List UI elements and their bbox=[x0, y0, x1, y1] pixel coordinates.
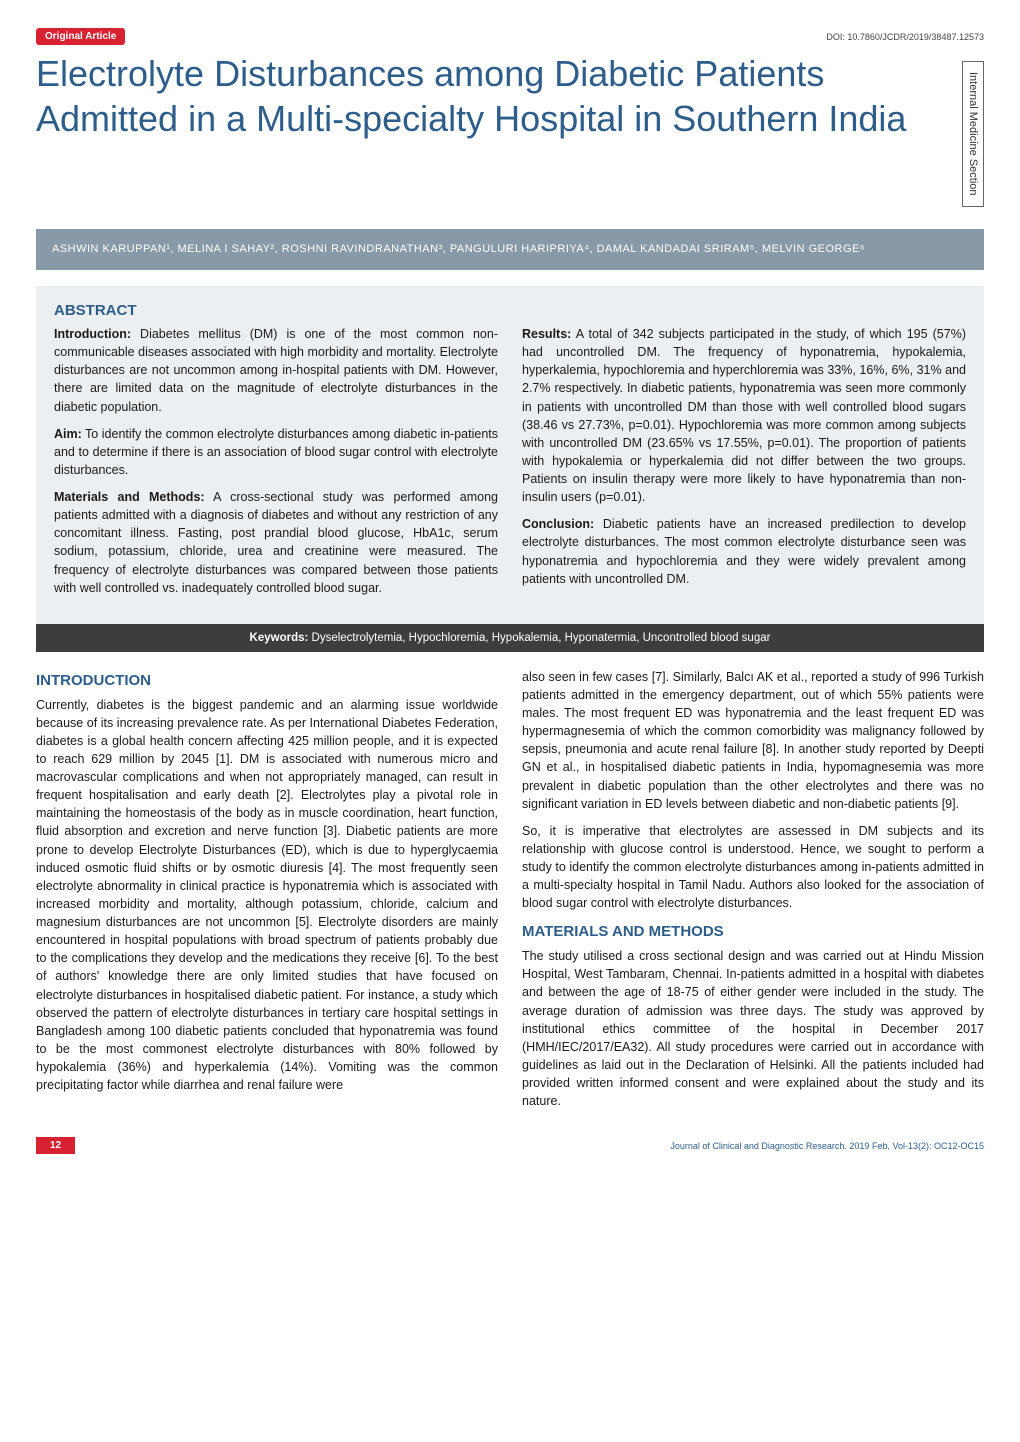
page-title: Electrolyte Disturbances among Diabetic … bbox=[36, 51, 944, 141]
title-row: Electrolyte Disturbances among Diabetic … bbox=[36, 51, 984, 207]
keywords-label: Keywords: bbox=[250, 632, 309, 644]
continuation-paragraph-2: So, it is imperative that electrolytes a… bbox=[522, 822, 984, 913]
journal-reference: Journal of Clinical and Diagnostic Resea… bbox=[670, 1141, 984, 1151]
conclusion-label: Conclusion: bbox=[522, 517, 594, 531]
introduction-paragraph-1: Currently, diabetes is the biggest pande… bbox=[36, 696, 498, 1095]
body-left-column: INTRODUCTION Currently, diabetes is the … bbox=[36, 668, 498, 1120]
body-columns: INTRODUCTION Currently, diabetes is the … bbox=[36, 668, 984, 1120]
abstract-left-column: Introduction: Diabetes mellitus (DM) is … bbox=[54, 325, 498, 606]
continuation-paragraph-1: also seen in few cases [7]. Similarly, B… bbox=[522, 668, 984, 813]
doi-text: DOI: 10.7860/JCDR/2019/38487.12573 bbox=[826, 32, 984, 42]
aim-label: Aim: bbox=[54, 427, 82, 441]
abstract-heading: ABSTRACT bbox=[54, 302, 966, 319]
section-tab: Internal Medicine Section bbox=[962, 61, 984, 207]
methods-text: A cross-sectional study was performed am… bbox=[54, 490, 498, 595]
abstract-right-column: Results: A total of 342 subjects partici… bbox=[522, 325, 966, 606]
page-container: Original Article DOI: 10.7860/JCDR/2019/… bbox=[0, 0, 1020, 1166]
abstract-conclusion: Conclusion: Diabetic patients have an in… bbox=[522, 515, 966, 588]
keywords-text: Dyselectrolytemia, Hypochloremia, Hypoka… bbox=[308, 632, 770, 644]
introduction-heading: INTRODUCTION bbox=[36, 670, 498, 692]
intro-label: Introduction: bbox=[54, 327, 131, 341]
page-number: 12 bbox=[36, 1137, 75, 1154]
authors-bar: ASHWIN KARUPPAN¹, MELINA I SAHAY², ROSHN… bbox=[36, 229, 984, 271]
results-text: A total of 342 subjects participated in … bbox=[522, 327, 966, 504]
abstract-results: Results: A total of 342 subjects partici… bbox=[522, 325, 966, 506]
materials-methods-heading: MATERIALS AND METHODS bbox=[522, 921, 984, 943]
abstract-box: ABSTRACT Introduction: Diabetes mellitus… bbox=[36, 286, 984, 624]
top-row: Original Article DOI: 10.7860/JCDR/2019/… bbox=[36, 28, 984, 45]
abstract-columns: Introduction: Diabetes mellitus (DM) is … bbox=[54, 325, 966, 606]
results-label: Results: bbox=[522, 327, 571, 341]
body-right-column: also seen in few cases [7]. Similarly, B… bbox=[522, 668, 984, 1120]
abstract-methods: Materials and Methods: A cross-sectional… bbox=[54, 488, 498, 597]
abstract-intro: Introduction: Diabetes mellitus (DM) is … bbox=[54, 325, 498, 416]
aim-text: To identify the common electrolyte distu… bbox=[54, 427, 498, 477]
abstract-aim: Aim: To identify the common electrolyte … bbox=[54, 425, 498, 479]
materials-methods-paragraph-1: The study utilised a cross sectional des… bbox=[522, 947, 984, 1110]
methods-label: Materials and Methods: bbox=[54, 490, 205, 504]
article-type-badge: Original Article bbox=[36, 28, 125, 45]
keywords-bar: Keywords: Dyselectrolytemia, Hypochlorem… bbox=[36, 624, 984, 652]
footer-row: 12 Journal of Clinical and Diagnostic Re… bbox=[36, 1137, 984, 1154]
